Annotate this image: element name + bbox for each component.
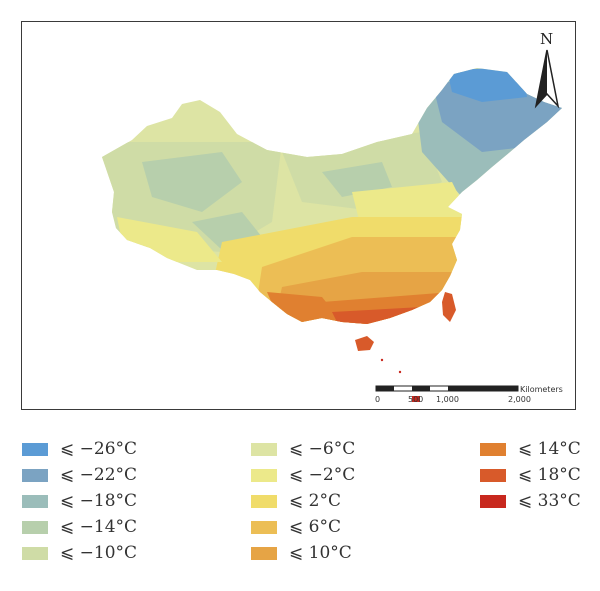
legend-label: ⩽ 33°C xyxy=(518,491,581,511)
legend-label: ⩽ −18°C xyxy=(60,491,138,511)
legend-label: ⩽ −6°C xyxy=(289,439,356,459)
map-frame: N Kilometers 0 500 1,000 2,000 xyxy=(21,21,576,410)
legend-label: ⩽ −10°C xyxy=(60,543,138,563)
legend-item: ⩽ −22°C xyxy=(22,465,138,485)
legend-label: ⩽ −22°C xyxy=(60,465,138,485)
legend-swatch xyxy=(480,468,506,482)
north-label: N xyxy=(540,30,554,48)
legend-item: ⩽ 2°C xyxy=(251,491,341,511)
legend-swatch xyxy=(251,520,277,534)
legend-item: ⩽ −18°C xyxy=(22,491,138,511)
legend-label: ⩽ 10°C xyxy=(289,543,352,563)
north-arrow-icon xyxy=(534,49,560,109)
legend-swatch xyxy=(251,468,277,482)
legend-item: ⩽ −6°C xyxy=(251,439,356,459)
legend-label: ⩽ 6°C xyxy=(289,517,341,537)
legend-item: ⩽ 10°C xyxy=(251,543,352,563)
scale-tick-0: 0 xyxy=(375,395,381,404)
legend-swatch xyxy=(22,442,48,456)
legend-item: ⩽ 6°C xyxy=(251,517,341,537)
taiwan-region xyxy=(442,292,456,322)
legend-item: ⩽ −2°C xyxy=(251,465,356,485)
legend-swatch xyxy=(480,442,506,456)
legend-item: ⩽ −10°C xyxy=(22,543,138,563)
legend-label: ⩽ 18°C xyxy=(518,465,581,485)
temperature-zones xyxy=(102,68,562,324)
scale-bar xyxy=(375,385,519,392)
legend-swatch xyxy=(22,468,48,482)
scale-tick-500: 500 xyxy=(408,395,424,404)
legend-item: ⩽ 18°C xyxy=(480,465,581,485)
china-temperature-map xyxy=(102,68,562,402)
scale-tick-1000: 1,000 xyxy=(436,395,459,404)
legend-item: ⩽ −14°C xyxy=(22,517,138,537)
legend-swatch xyxy=(22,546,48,560)
legend-label: ⩽ −14°C xyxy=(60,517,138,537)
legend-item: ⩽ 33°C xyxy=(480,491,581,511)
legend-swatch xyxy=(251,494,277,508)
legend-label: ⩽ 2°C xyxy=(289,491,341,511)
scale-unit-label: Kilometers xyxy=(520,385,563,394)
legend-swatch xyxy=(480,494,506,508)
legend-swatch xyxy=(251,442,277,456)
legend-label: ⩽ 14°C xyxy=(518,439,581,459)
legend-item: ⩽ 14°C xyxy=(480,439,581,459)
legend-label: ⩽ −2°C xyxy=(289,465,356,485)
legend-swatch xyxy=(22,520,48,534)
legend-label: ⩽ −26°C xyxy=(60,439,138,459)
scale-tick-2000: 2,000 xyxy=(508,395,531,404)
legend-swatch xyxy=(22,494,48,508)
legend-swatch xyxy=(251,546,277,560)
hainan-region xyxy=(355,336,374,351)
legend-item: ⩽ −26°C xyxy=(22,439,138,459)
